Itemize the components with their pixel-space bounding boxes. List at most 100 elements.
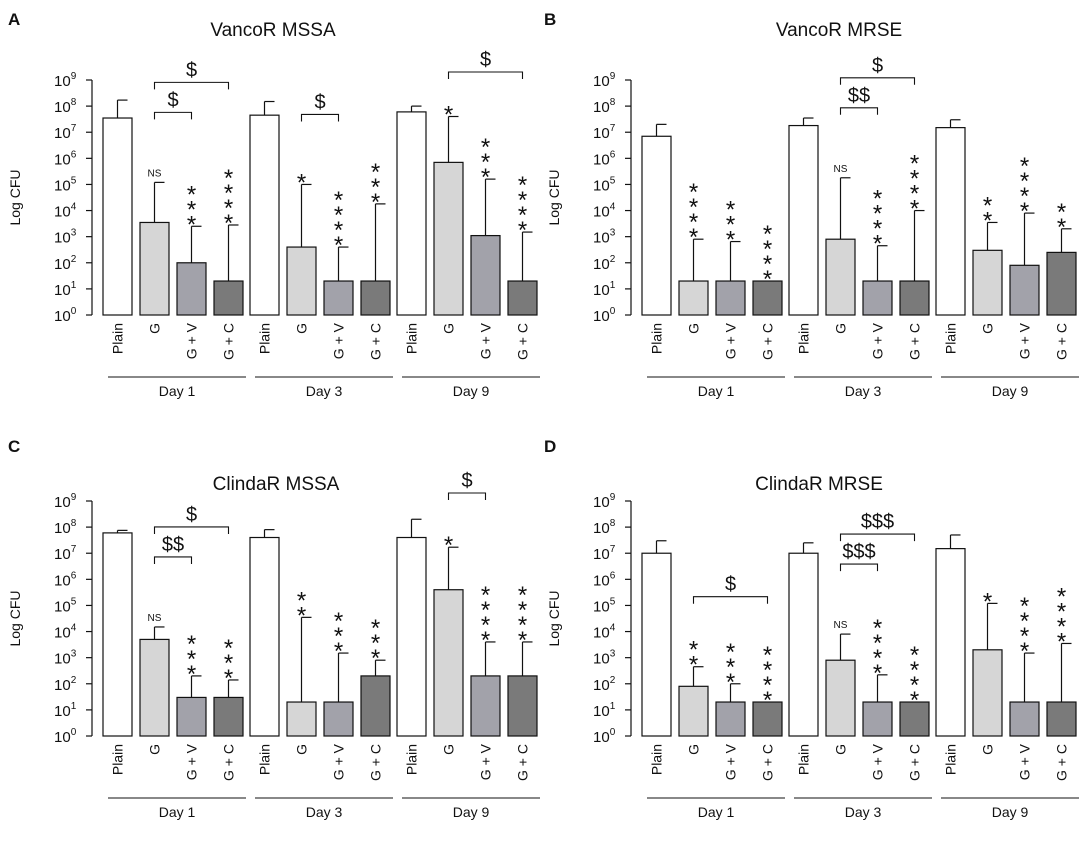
- y-tick-label: 100: [54, 727, 77, 746]
- sig-marker: * * *: [726, 639, 735, 696]
- category-label: G: [980, 744, 996, 755]
- bar-plain: [396, 111, 427, 316]
- y-tick-label: 103: [593, 649, 616, 668]
- y-tick-label: 102: [593, 254, 616, 273]
- sig-marker: * * * *: [518, 172, 527, 244]
- category-label: G + V: [331, 743, 347, 780]
- category-label: G + V: [870, 743, 886, 780]
- y-tick-label: 108: [593, 97, 616, 116]
- bracket-label: $: [480, 49, 491, 71]
- category-label: G: [833, 323, 849, 334]
- y-tick-label: 102: [54, 675, 77, 694]
- day-label: Day 1: [698, 383, 735, 399]
- significance-bracket: [447, 492, 487, 500]
- bar-g-plus-c: [899, 280, 930, 316]
- sig-marker: *: [444, 102, 453, 129]
- day-label: Day 9: [453, 383, 490, 399]
- y-tick-label: 103: [593, 228, 616, 247]
- category-label: G: [686, 323, 702, 334]
- panel-b: B VancoR MRSE 100 101 102 103 104 105 106 107 108 1…: [544, 10, 1079, 399]
- bracket-label: $$: [848, 85, 870, 107]
- panel-d: D ClindaR MRSE 100 101 102 103 104 105 106 107 108…: [544, 437, 1079, 820]
- category-label: Plain: [404, 323, 420, 354]
- y-tick-label: 106: [593, 570, 616, 589]
- y-tick-label: 101: [54, 701, 77, 720]
- y-tick-label: 100: [54, 306, 77, 325]
- bar-g-plus-c: [360, 280, 391, 316]
- panel-title: VancoR MRSE: [776, 20, 902, 41]
- category-label: Plain: [649, 323, 665, 354]
- bar-plain: [935, 127, 966, 316]
- y-tick-label: 108: [54, 518, 77, 537]
- y-tick-label: 102: [54, 254, 77, 273]
- sig-marker: * *: [1057, 199, 1066, 241]
- bracket-label: $: [186, 59, 197, 81]
- sig-marker: * * * *: [481, 582, 490, 654]
- bar-g-plus-c: [1046, 251, 1077, 316]
- panel-c: C ClindaR MSSA 100 101 102 103 104 105 106 107 108…: [7, 437, 540, 820]
- bracket-label: $: [314, 91, 325, 113]
- day-label: Day 3: [306, 804, 343, 820]
- category-label: Plain: [257, 323, 273, 354]
- y-tick-label: 100: [593, 727, 616, 746]
- sig-marker: * * *: [371, 615, 380, 672]
- bracket-label: $: [725, 574, 736, 596]
- category-label: Plain: [796, 323, 812, 354]
- category-label: G: [294, 744, 310, 755]
- day-label: Day 3: [845, 804, 882, 820]
- panel-title: VancoR MSSA: [210, 20, 336, 41]
- category-label: Plain: [257, 744, 273, 775]
- significance-bracket: [153, 111, 193, 120]
- significance-bracket: [839, 77, 916, 85]
- bar-g-plus-v: [470, 234, 501, 316]
- y-axis-label: Log CFU: [546, 590, 562, 646]
- y-tick-label: 101: [593, 701, 616, 720]
- category-label: Plain: [110, 744, 126, 775]
- sig-marker-ns: NS: [148, 168, 162, 179]
- bar-g: [825, 238, 856, 316]
- bar-g: [139, 221, 170, 316]
- y-tick-label: 106: [54, 570, 77, 589]
- y-tick-label: 105: [593, 175, 616, 194]
- bar-g-plus-c: [507, 280, 538, 316]
- category-label: Plain: [404, 744, 420, 775]
- day-label: Day 9: [453, 804, 490, 820]
- category-label: G + C: [368, 744, 384, 781]
- sig-marker: *: [297, 169, 306, 196]
- y-tick-label: 109: [54, 71, 77, 90]
- y-axis-label: Log CFU: [7, 169, 23, 225]
- sig-marker: * * * *: [763, 221, 772, 293]
- significance-bracket: [153, 526, 230, 534]
- y-tick-label: 104: [593, 623, 616, 642]
- y-tick-label: 102: [593, 675, 616, 694]
- day-label: Day 1: [159, 804, 196, 820]
- bar-g: [678, 685, 709, 737]
- bracket-label: $$$: [842, 541, 875, 563]
- bar-g: [825, 659, 856, 737]
- significance-bracket: [839, 533, 916, 542]
- panel-letter: A: [8, 10, 20, 29]
- category-label: G + C: [221, 323, 237, 360]
- bar-g: [433, 589, 464, 737]
- bar-g-plus-v: [176, 262, 207, 316]
- y-tick-label: 104: [54, 202, 77, 221]
- bar-g: [972, 249, 1003, 316]
- category-label: Plain: [649, 744, 665, 775]
- significance-bracket: [153, 81, 230, 90]
- significance-bracket: [839, 107, 879, 115]
- significance-bracket: [300, 113, 340, 122]
- y-tick-label: 105: [54, 596, 77, 615]
- bar-g-plus-v: [715, 701, 746, 737]
- day-label: Day 1: [698, 804, 735, 820]
- bar-plain: [249, 536, 280, 737]
- y-tick-label: 105: [54, 175, 77, 194]
- sig-marker: *: [444, 532, 453, 559]
- bar-g-plus-v: [1009, 264, 1040, 316]
- sig-marker: * * * *: [334, 187, 343, 259]
- category-label: G + C: [515, 323, 531, 360]
- significance-bracket: [839, 563, 879, 572]
- bar-plain: [641, 552, 672, 737]
- sig-marker: * * *: [334, 608, 343, 665]
- bar-g-plus-c: [1046, 701, 1077, 737]
- category-label: G + C: [1054, 744, 1070, 781]
